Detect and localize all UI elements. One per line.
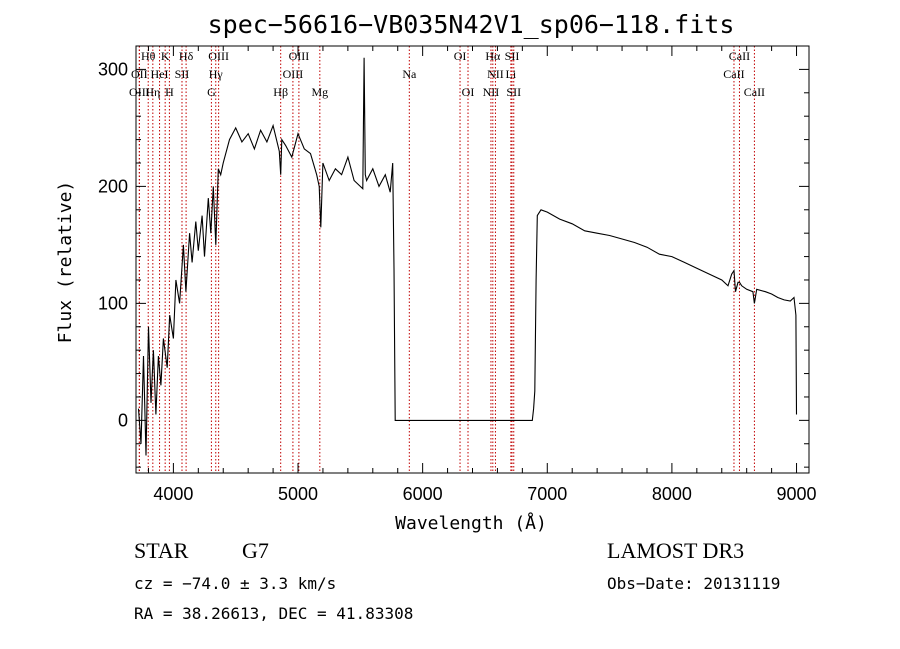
survey-name: LAMOST DR3 bbox=[607, 538, 744, 563]
y-tick-label: 300 bbox=[98, 59, 128, 79]
object-class: STAR bbox=[134, 538, 189, 563]
y-axis-label: Flux (relative) bbox=[55, 181, 76, 344]
spectral-line-labels: Hθ K Hδ OIII OIII OI Hα SII CaII OII HeI SII Hγ OIII N… bbox=[129, 49, 765, 99]
chart-title: spec−56616−VB035N42V1_sp06−118.fits bbox=[208, 10, 735, 39]
spectral-line-label: OIII bbox=[208, 49, 229, 63]
spectral-line-label: CaII bbox=[729, 49, 750, 63]
spectral-line-label: NII bbox=[487, 67, 504, 81]
spectral-line-label: Hβ bbox=[273, 85, 288, 99]
x-axis-label: Wavelength (Å) bbox=[395, 512, 547, 534]
spectral-line-label: CaII bbox=[744, 85, 765, 99]
spectral-line-label: SII bbox=[175, 67, 190, 81]
spectral-line-label: Hη bbox=[145, 85, 160, 99]
spectral-line-label: OI bbox=[454, 49, 467, 63]
spectral-line-label: K bbox=[161, 49, 170, 63]
spectral-line-label: SII bbox=[506, 85, 521, 99]
spectral-line-label: Hα bbox=[485, 49, 501, 63]
spectral-line-label: Hγ bbox=[209, 67, 224, 81]
plot-frame bbox=[135, 45, 810, 474]
spectral-line-label: SII bbox=[505, 49, 520, 63]
x-tick-label: 9000 bbox=[777, 484, 817, 504]
x-tick-label: 7000 bbox=[527, 484, 567, 504]
y-tick-label: 200 bbox=[98, 176, 128, 196]
series-layer bbox=[137, 57, 798, 456]
y-tick-label: 0 bbox=[118, 410, 128, 430]
spectral-line-label: NII bbox=[483, 85, 500, 99]
spectral-line-label: Mg bbox=[311, 85, 328, 99]
x-tick-label: 4000 bbox=[153, 484, 193, 504]
spectral-lines-layer bbox=[138, 46, 755, 473]
axis-ticks: 4000 5000 6000 7000 8000 9000 0 100 200 300 bbox=[98, 45, 817, 504]
spectral-line-label: Hδ bbox=[179, 49, 194, 63]
obs-date-text: Obs−Date: 20131119 bbox=[607, 574, 780, 593]
spectral-line-label: OIII bbox=[283, 67, 304, 81]
x-tick-label: 5000 bbox=[278, 484, 318, 504]
spectral-line-label: G bbox=[207, 85, 216, 99]
spectral-line-label: OIII bbox=[289, 49, 310, 63]
object-subclass: G7 bbox=[242, 538, 269, 563]
x-tick-label: 6000 bbox=[403, 484, 443, 504]
spectral-line-label: OI bbox=[462, 85, 475, 99]
x-tick-label: 8000 bbox=[652, 484, 692, 504]
spectral-line-label: OII bbox=[131, 67, 148, 81]
spectral-line-label: HeI bbox=[151, 67, 169, 81]
redshift-text: cz = −74.0 ± 3.3 km/s bbox=[134, 574, 336, 593]
spectral-line-label: Li bbox=[506, 67, 517, 81]
series-line-flux bbox=[137, 57, 798, 456]
y-tick-label: 100 bbox=[98, 293, 128, 313]
spectral-line-label: Na bbox=[402, 67, 417, 81]
spectral-line-label: Hθ bbox=[141, 49, 156, 63]
spectral-line-label: H bbox=[165, 85, 174, 99]
spectral-line-label: CaII bbox=[723, 67, 744, 81]
coordinates-text: RA = 38.26613, DEC = 41.83308 bbox=[134, 604, 413, 623]
spectral-line-label: OIII bbox=[129, 85, 150, 99]
